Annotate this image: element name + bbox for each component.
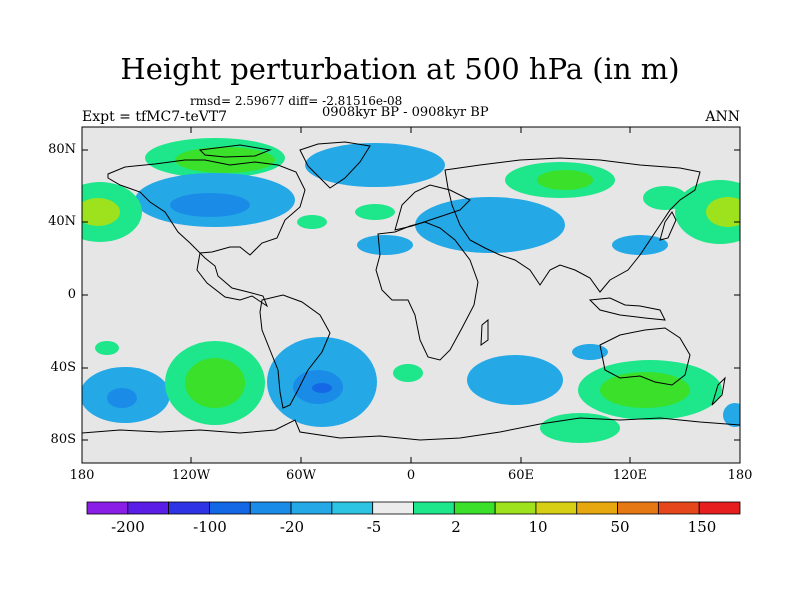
anomaly-field	[82, 138, 740, 443]
colorbar-swatch	[698, 501, 741, 515]
colorbar-label: 150	[687, 518, 717, 536]
season-label: ANN	[705, 109, 740, 125]
colorbar-label: 10	[528, 518, 548, 536]
lat-label: 80S	[50, 432, 76, 447]
coastlines	[82, 141, 740, 441]
lon-label: 120W	[171, 468, 211, 483]
colorbar-label: -20	[279, 518, 305, 536]
lon-label: 180	[727, 468, 753, 483]
experiment-label: Expt = tfMC7-teVT7	[82, 109, 228, 125]
colorbar-label: -200	[111, 518, 145, 536]
colorbar-swatch	[86, 501, 129, 515]
anomaly-blob	[170, 193, 250, 217]
anomaly-blob	[82, 198, 120, 226]
lat-ticks	[82, 149, 740, 441]
lat-label: 80N	[48, 142, 76, 157]
anomaly-blob	[305, 143, 445, 187]
period-label: 0908kyr BP - 0908kyr BP	[322, 105, 489, 120]
lat-label: 40S	[50, 360, 76, 375]
colorbar-swatch	[657, 501, 700, 515]
colorbar-swatch	[127, 501, 170, 515]
anomaly-blob	[612, 235, 668, 255]
plot-title: Height perturbation at 500 hPa (in m)	[120, 52, 680, 86]
anomaly-blob	[706, 197, 740, 227]
colorbar-label: -5	[366, 518, 382, 536]
colorbar-swatch	[617, 501, 659, 515]
lon-label: 120E	[612, 468, 648, 483]
colorbar-label: 50	[610, 518, 630, 536]
anomaly-blob	[297, 215, 327, 229]
anomaly-blob	[393, 364, 423, 382]
anomaly-blob	[572, 344, 608, 360]
lon-label: 60E	[507, 468, 535, 483]
anomaly-blob	[312, 383, 332, 393]
colorbar-swatch	[535, 501, 578, 515]
anomaly-blob	[175, 147, 275, 173]
anomaly-blob	[357, 235, 413, 255]
colorbar-swatch	[576, 501, 618, 515]
colorbar-swatch	[168, 501, 210, 515]
stats-text: rmsd= 2.59677 diff= -2.81516e-08	[190, 94, 403, 108]
anomaly-blob	[723, 403, 740, 427]
lat-label: 0	[67, 287, 76, 302]
colorbar-swatch	[249, 501, 292, 515]
lat-label: 40N	[48, 214, 76, 229]
anomaly-blob	[95, 341, 119, 355]
colorbar	[86, 501, 741, 515]
colorbar-swatch	[453, 501, 496, 515]
lon-ticks	[81, 127, 631, 463]
colorbar-swatch	[209, 501, 251, 515]
lon-label: 60W	[286, 468, 316, 483]
anomaly-blob	[467, 355, 563, 405]
colorbar-label: 2	[451, 518, 461, 536]
colorbar-swatch	[372, 501, 414, 515]
anomaly-blob	[643, 186, 687, 210]
anomaly-blob	[107, 388, 137, 408]
anomaly-blob	[355, 204, 395, 220]
colorbar-swatch	[413, 501, 455, 515]
colorbar-swatch	[290, 501, 333, 515]
anomaly-blob	[600, 372, 690, 408]
lon-label: 0	[406, 468, 416, 483]
colorbar-swatch	[494, 501, 537, 515]
colorbar-swatch	[331, 501, 374, 515]
anomaly-blob	[537, 170, 593, 190]
anomaly-blob	[185, 358, 245, 408]
lon-label: 180	[69, 468, 95, 483]
colorbar-label: -100	[193, 518, 227, 536]
anomaly-blob	[415, 197, 565, 253]
